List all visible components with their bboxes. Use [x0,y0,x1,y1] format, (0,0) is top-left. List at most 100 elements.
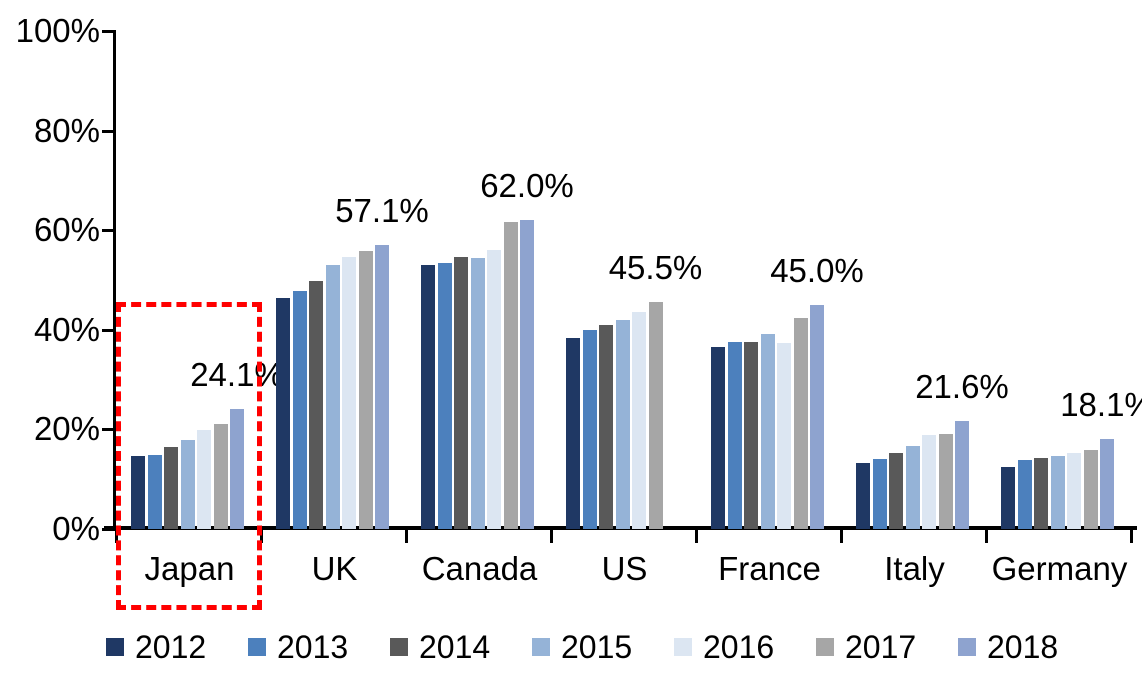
legend-item-2012: 2012 [106,630,208,664]
x-tick-mark [405,528,408,543]
legend-item-2013: 2013 [248,630,350,664]
bar-france-2017 [793,318,808,529]
bar-france-2015 [760,333,775,529]
legend-label-2013: 2013 [277,629,349,665]
bar-germany-2012 [1001,467,1015,529]
bar-canada-2015 [470,257,485,529]
legend-swatch-2014 [390,638,408,656]
bar-canada-2016 [487,249,501,529]
legend-item-2016: 2016 [674,630,776,664]
data-label-us: 45.5% [608,249,703,287]
plot-area: 24.1% 57.1% 62.0% 45.5% 45.0% 21.6% 18.1% [117,31,1142,529]
bar-us-2017 [648,302,663,529]
bar-germany-2017 [1083,450,1098,529]
bar-uk-2013 [292,291,307,529]
bar-japan-2015 [180,439,195,529]
y-tick-mark [102,328,115,332]
x-tick-mark [985,528,988,543]
legend: 2012 2013 2014 2015 2016 2017 2018 [106,630,1060,664]
legend-label-2015: 2015 [561,629,633,665]
y-tick-mark [102,30,115,33]
bar-germany-2018 [1100,438,1114,529]
bar-uk-2018 [375,244,389,529]
y-tick-label: 60% [33,211,100,249]
bar-italy-2013 [872,458,887,529]
data-label-japan: 24.1% [190,356,284,393]
bar-group-japan: 24.1% [117,31,284,529]
bar-italy-2016 [922,434,936,529]
category-label-italy: Italy [884,550,945,587]
bar-france-2014 [744,342,758,529]
legend-swatch-2018 [958,638,976,656]
bar-group-us: 45.5% [552,31,702,529]
bar-us-2014 [599,325,613,529]
bar-germany-2015 [1050,455,1065,529]
bar-canada-2014 [454,256,468,529]
bar-japan-2016 [197,430,211,529]
bar-italy-2012 [856,462,870,529]
bar-canada-2017 [503,222,518,529]
y-tick-mark [102,229,115,233]
bar-us-2016 [632,312,646,529]
x-tick-mark [1130,528,1133,543]
category-label-uk: UK [311,550,358,587]
bar-germany-2014 [1034,457,1048,529]
bar-us-2012 [566,338,580,529]
legend-swatch-2012 [106,638,124,656]
data-label-germany: 18.1% [1060,385,1142,423]
japan-highlight-box [116,302,262,610]
bar-japan-2013 [147,454,162,529]
legend-item-2015: 2015 [532,630,634,664]
bar-group-uk: 57.1% [262,31,429,529]
category-label-germany: Germany [991,550,1128,587]
bar-italy-2015 [905,445,920,529]
category-label-france: France [718,550,821,587]
legend-swatch-2017 [816,638,834,656]
bar-japan-2017 [213,424,228,529]
bar-uk-2014 [309,280,323,529]
y-tick-mark [102,129,115,133]
bar-japan-2012 [131,456,145,529]
legend-label-2017: 2017 [845,629,917,665]
bar-japan-2018 [230,409,244,529]
x-tick-mark [840,528,843,543]
y-tick-label: 80% [33,111,100,149]
bar-germany-2016 [1067,453,1081,529]
y-axis-line [113,30,116,530]
bar-france-2018 [810,304,824,529]
bar-italy-2018 [955,421,969,529]
legend-item-2018: 2018 [958,630,1060,664]
bar-us-2013 [582,329,597,529]
x-tick-mark [695,528,698,543]
category-label-canada: Canada [421,550,538,587]
bar-uk-2017 [358,251,373,529]
bar-uk-2012 [276,297,290,529]
bar-group-canada: 62.0% [407,31,574,529]
bar-canada-2012 [421,265,435,529]
bar-germany-2013 [1017,459,1032,529]
x-tick-mark [550,528,553,543]
y-tick-label: 0% [52,510,100,547]
bar-italy-2014 [889,452,903,529]
bar-uk-2016 [342,256,356,529]
y-tick-label: 100% [15,12,100,49]
legend-label-2014: 2014 [419,629,491,665]
legend-swatch-2013 [248,638,266,656]
y-tick-label: 40% [33,310,100,348]
bar-uk-2015 [325,264,340,529]
y-tick-mark [102,428,115,432]
data-label-italy: 21.6% [915,368,1009,406]
bar-group-france: 45.0% [697,31,864,529]
bar-italy-2017 [938,433,953,529]
bar-group-italy: 21.6% [842,31,1009,529]
category-label-us: US [601,550,648,587]
data-label-canada: 62.0% [480,167,574,205]
category-label-japan: Japan [144,550,235,587]
y-tick-label: 20% [33,410,100,448]
bar-group-germany: 18.1% [987,31,1142,529]
legend-label-2012: 2012 [135,629,207,665]
legend-swatch-2015 [532,638,550,656]
bar-canada-2013 [437,263,452,529]
bar-japan-2014 [164,446,178,529]
